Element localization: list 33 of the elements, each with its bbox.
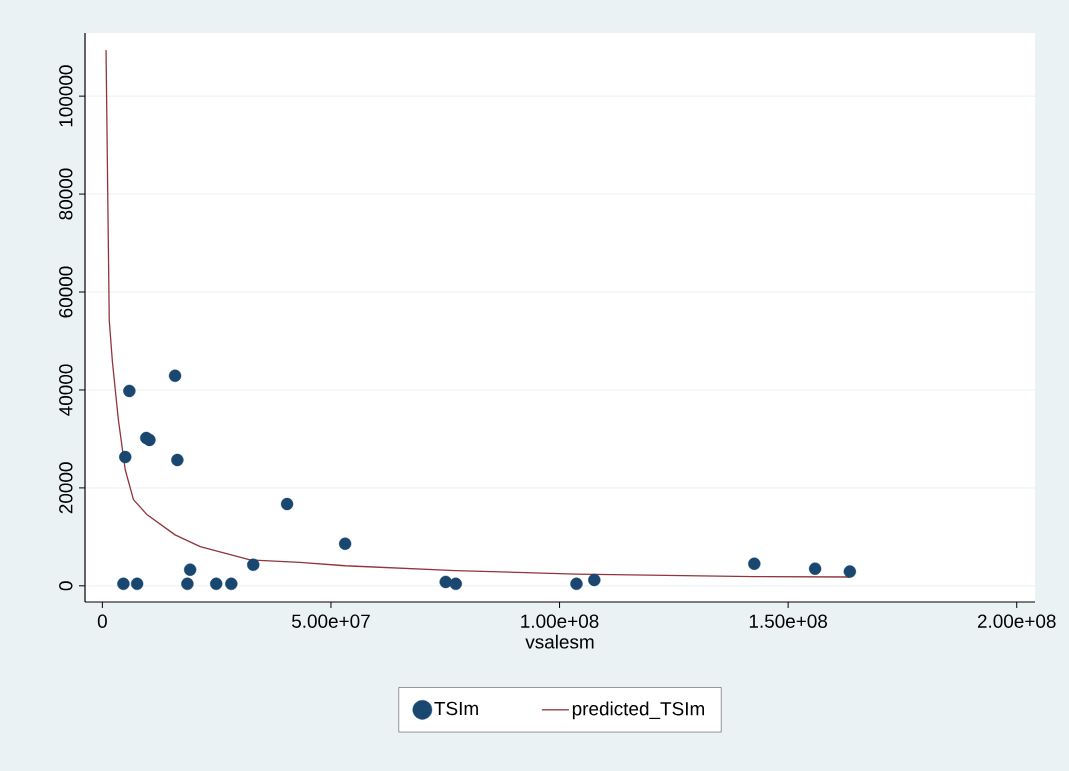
point bbox=[247, 558, 260, 571]
point bbox=[280, 497, 294, 511]
x-axis-title: vsalesm bbox=[525, 634, 594, 649]
y-tick-label: 0 bbox=[59, 581, 73, 591]
y-tick-label: 80000 bbox=[59, 168, 73, 220]
point bbox=[123, 384, 136, 398]
point bbox=[808, 562, 822, 575]
x-tick-label: 0 bbox=[97, 614, 107, 628]
x-tick-label: 1.00e+08 bbox=[521, 614, 599, 628]
point bbox=[338, 537, 352, 550]
legend-label: TSIm bbox=[434, 701, 478, 716]
x-tick-label: 2.00e+08 bbox=[977, 614, 1056, 628]
x-tick-label: 1.50e+08 bbox=[749, 614, 828, 628]
point bbox=[225, 577, 238, 591]
legend-label: predicted_TSIm bbox=[572, 701, 704, 720]
point bbox=[449, 577, 462, 591]
y-tick-label: 40000 bbox=[59, 364, 73, 416]
point bbox=[168, 369, 182, 382]
point bbox=[117, 577, 130, 591]
point bbox=[748, 557, 761, 570]
point bbox=[181, 577, 194, 591]
y-tick-label: 100000 bbox=[59, 65, 73, 127]
x-tick-label: 5.00e+07 bbox=[291, 614, 370, 628]
point bbox=[183, 563, 197, 576]
y-tick-label: 60000 bbox=[59, 266, 73, 318]
y-tick-label: 20000 bbox=[59, 462, 73, 514]
point bbox=[588, 573, 601, 587]
point bbox=[210, 577, 223, 591]
point bbox=[570, 577, 583, 591]
point bbox=[130, 577, 144, 591]
point bbox=[171, 453, 184, 467]
point bbox=[119, 450, 132, 464]
point bbox=[843, 565, 857, 578]
